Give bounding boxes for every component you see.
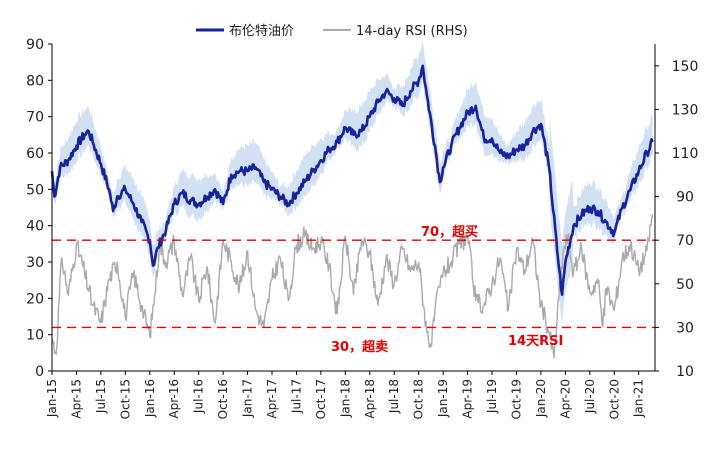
x-tick-label: Apr-15	[69, 379, 83, 419]
x-tick-label: Apr-19	[461, 379, 475, 419]
legend-rsi-label: 14-day RSI (RHS)	[356, 24, 468, 39]
x-tick-label: Jul-17	[289, 379, 303, 414]
reference-lines	[52, 239, 655, 329]
x-tick-label: Apr-18	[363, 379, 377, 419]
legend: 布伦特油价 14-day RSI (RHS)	[196, 24, 468, 39]
plot-frame	[51, 44, 656, 372]
x-tick-label: Jul-18	[387, 379, 401, 414]
y-left-tick-label: 20	[26, 291, 44, 307]
rsi-series-line	[51, 213, 654, 358]
y-left-tick-label: 0	[35, 364, 44, 380]
y-left-tick-label: 60	[26, 146, 44, 162]
x-tick-label: Oct-15	[118, 379, 132, 419]
y-left-tick-label: 30	[26, 255, 44, 271]
x-tick-label: Jul-19	[485, 379, 499, 414]
y-left-tick-label: 80	[26, 73, 44, 89]
overbought-label: 70，超买	[421, 224, 478, 240]
price-layer	[50, 64, 654, 296]
x-tick-label: Apr-17	[265, 379, 279, 419]
x-tick-label: Jan-19	[436, 379, 450, 418]
x-tick-label: Jan-21	[632, 379, 646, 418]
y-right-tick-label: 10	[676, 364, 694, 380]
oversold-label: 30，超卖	[331, 339, 388, 355]
y-left-tick-label: 50	[26, 182, 44, 198]
x-tick-label: Oct-16	[216, 379, 230, 419]
x-tick-label: Jan-18	[338, 379, 352, 418]
x-tick-label: Oct-19	[509, 379, 523, 419]
y-right-tick-label: 50	[676, 277, 694, 293]
x-tick-label: Oct-20	[607, 379, 621, 419]
y-left-tick-label: 70	[26, 110, 44, 126]
x-tick-label: Oct-18	[412, 379, 426, 419]
y-right-tick-label: 70	[676, 233, 694, 249]
y-right-tick-label: 30	[676, 320, 694, 336]
y-right-tick-label: 90	[676, 190, 694, 206]
x-tick-label: Jul-16	[192, 379, 206, 414]
x-tick-label: Jul-15	[94, 379, 108, 414]
axis-ticks: 0 10 20 30 40 50 60 70 80 90 10 30 50 70 90 110 130 150 Ja…	[26, 37, 698, 419]
legend-price-label: 布伦特油价	[229, 24, 294, 39]
y-left-tick-label: 10	[26, 328, 44, 344]
x-tick-label: Apr-16	[167, 379, 181, 419]
price-series-line	[50, 64, 654, 296]
y-left-tick-label: 40	[26, 219, 44, 235]
x-tick-label: Jan-16	[143, 379, 157, 418]
x-tick-label: Jan-20	[534, 379, 548, 418]
x-tick-label: Jul-20	[583, 379, 597, 414]
x-tick-label: Apr-20	[558, 379, 572, 419]
x-tick-label: Jan-15	[45, 379, 59, 418]
y-left-tick-label: 90	[26, 37, 44, 53]
rsi-period-label: 14天RSI	[508, 334, 563, 349]
y-right-tick-label: 150	[672, 59, 699, 75]
y-right-tick-label: 130	[672, 102, 699, 118]
rsi-layer	[51, 213, 654, 358]
x-tick-label: Oct-17	[314, 379, 328, 419]
y-right-tick-label: 110	[672, 146, 699, 162]
x-tick-label: Jan-17	[241, 379, 255, 418]
